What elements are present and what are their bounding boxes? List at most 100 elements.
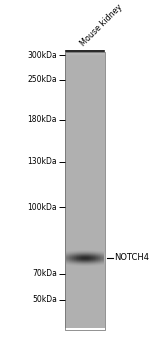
Bar: [65, 55, 105, 284]
Bar: [65, 54, 105, 80]
Bar: [65, 55, 105, 263]
Bar: [65, 55, 105, 287]
Bar: [65, 55, 105, 215]
Bar: [65, 54, 105, 137]
Bar: [65, 56, 105, 321]
Text: NOTCH4: NOTCH4: [114, 253, 149, 262]
Text: 70kDa: 70kDa: [32, 270, 57, 279]
Bar: [65, 55, 105, 170]
Bar: [65, 56, 105, 319]
Bar: [65, 55, 105, 141]
Bar: [65, 55, 105, 173]
Bar: [65, 55, 105, 267]
Bar: [65, 55, 105, 271]
Bar: [65, 54, 105, 94]
Bar: [65, 55, 105, 261]
Bar: [65, 54, 105, 61]
Bar: [65, 54, 105, 130]
Bar: [65, 55, 105, 291]
Bar: [65, 54, 105, 69]
Bar: [65, 54, 105, 122]
Bar: [65, 55, 105, 154]
Bar: [65, 54, 105, 119]
Bar: [65, 55, 105, 156]
Bar: [65, 55, 105, 282]
Text: 250kDa: 250kDa: [27, 76, 57, 84]
Bar: [65, 55, 105, 230]
Bar: [65, 54, 105, 110]
Bar: [65, 55, 105, 208]
Bar: [65, 54, 105, 57]
Bar: [65, 56, 105, 326]
Bar: [65, 56, 105, 297]
Bar: [65, 54, 105, 89]
Bar: [65, 55, 105, 161]
Bar: [65, 55, 105, 286]
Bar: [65, 55, 105, 243]
Text: 100kDa: 100kDa: [27, 203, 57, 211]
Bar: [65, 54, 105, 97]
Bar: [65, 56, 105, 313]
Bar: [65, 55, 105, 260]
Text: 130kDa: 130kDa: [27, 158, 57, 167]
Bar: [65, 54, 105, 120]
Bar: [65, 54, 105, 82]
Bar: [65, 56, 105, 304]
Bar: [65, 55, 105, 195]
Bar: [65, 55, 105, 273]
Bar: [65, 54, 105, 135]
Bar: [65, 54, 105, 104]
Bar: [65, 55, 105, 178]
Bar: [65, 55, 105, 217]
Bar: [65, 55, 105, 254]
Bar: [65, 54, 105, 63]
Bar: [65, 55, 105, 174]
Bar: [65, 55, 105, 289]
Bar: [65, 55, 105, 182]
Bar: [65, 55, 105, 202]
Bar: [65, 55, 105, 224]
Bar: [65, 56, 105, 302]
Bar: [65, 52, 105, 54]
Bar: [65, 56, 105, 317]
Bar: [65, 56, 105, 324]
Bar: [65, 54, 105, 67]
Bar: [65, 55, 105, 200]
Bar: [65, 55, 105, 278]
Bar: [65, 55, 105, 206]
Bar: [65, 55, 105, 210]
Bar: [65, 55, 105, 191]
Bar: [65, 56, 105, 310]
Bar: [65, 55, 105, 152]
Bar: [65, 55, 105, 193]
Bar: [65, 55, 105, 241]
Bar: [65, 54, 105, 71]
Bar: [65, 54, 105, 132]
Bar: [65, 55, 105, 187]
Bar: [65, 54, 105, 107]
Bar: [65, 52, 105, 330]
Bar: [65, 55, 105, 148]
Bar: [65, 54, 105, 65]
Bar: [65, 54, 105, 76]
Bar: [65, 55, 105, 223]
Bar: [65, 56, 105, 328]
Bar: [65, 54, 105, 124]
Bar: [65, 55, 105, 276]
Bar: [65, 55, 105, 250]
Bar: [65, 54, 105, 85]
Bar: [65, 55, 105, 158]
Bar: [65, 56, 105, 306]
Text: 180kDa: 180kDa: [27, 116, 57, 125]
Bar: [65, 55, 105, 169]
Bar: [65, 54, 105, 87]
Bar: [65, 54, 105, 78]
Text: 300kDa: 300kDa: [27, 50, 57, 60]
Bar: [65, 55, 105, 165]
Bar: [65, 54, 105, 128]
Bar: [65, 55, 105, 269]
Bar: [65, 55, 105, 167]
Bar: [65, 55, 105, 186]
Bar: [65, 54, 105, 117]
Bar: [65, 55, 105, 143]
